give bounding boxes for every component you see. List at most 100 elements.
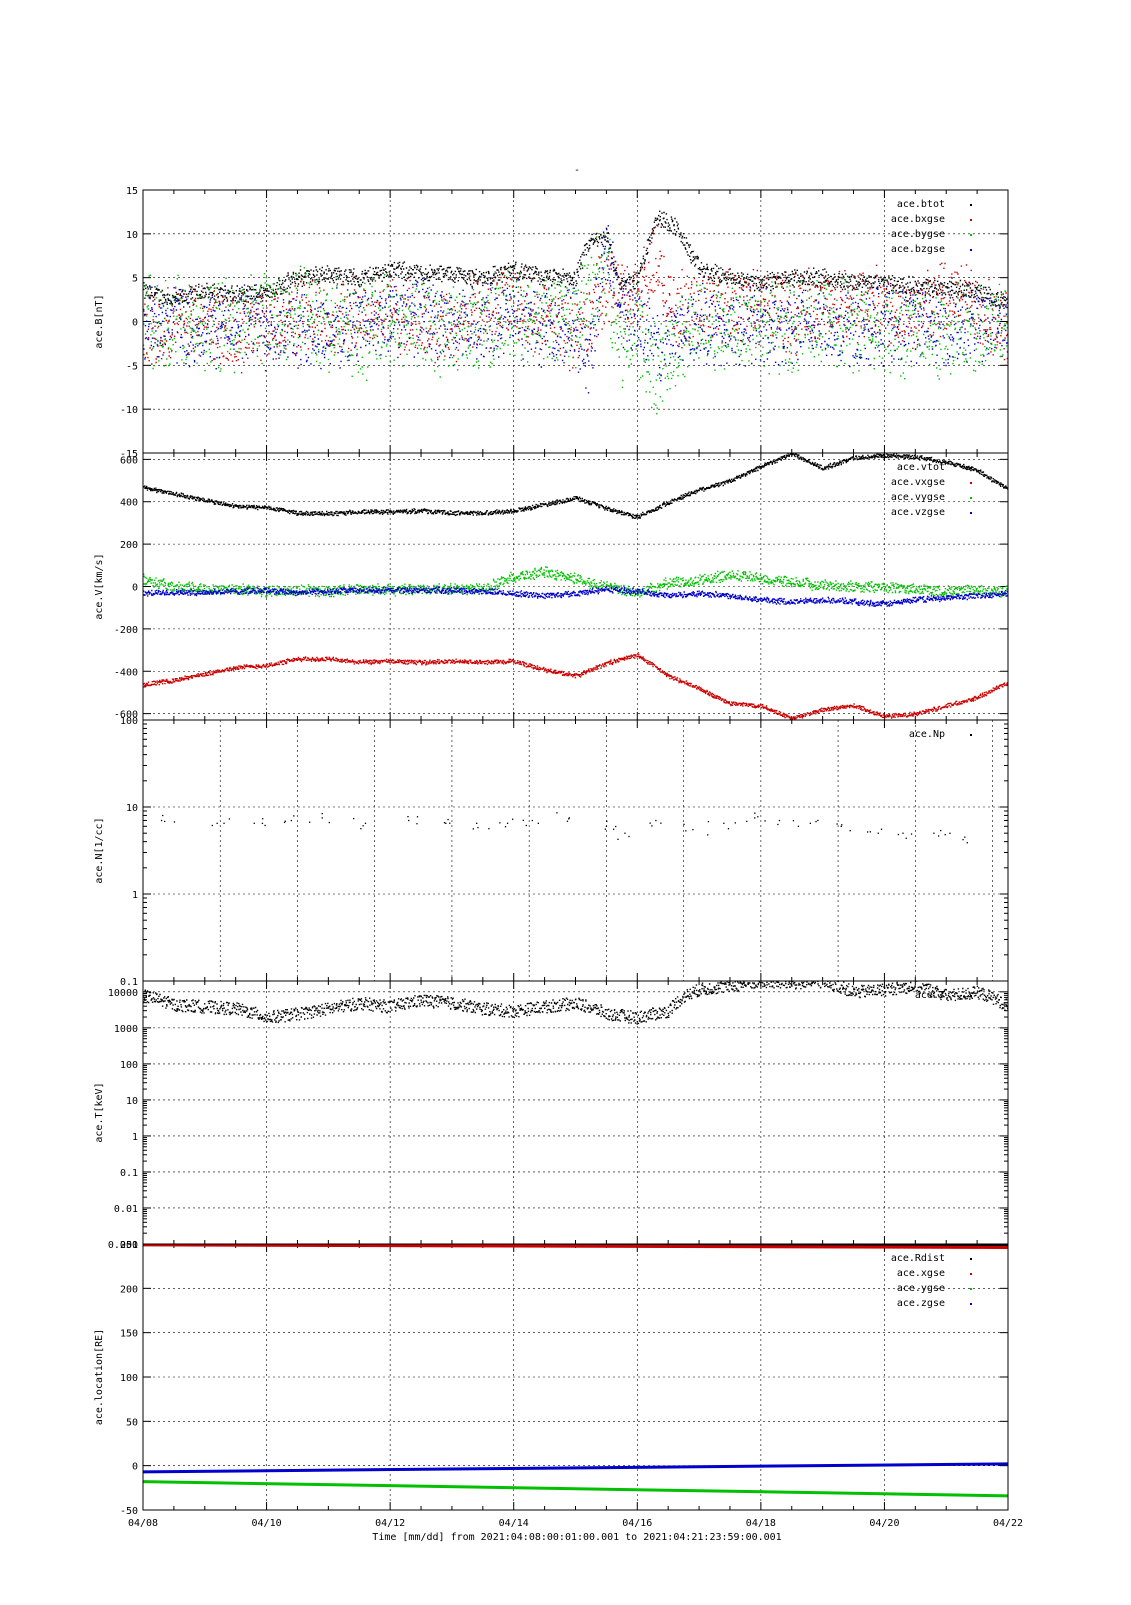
- data-point: [628, 835, 630, 838]
- y-tick-label: 150: [120, 1329, 138, 1340]
- data-point: [964, 836, 966, 838]
- data-point: [293, 815, 295, 817]
- y-tick-label: -10: [120, 405, 138, 416]
- page-title: -: [574, 165, 580, 176]
- x-tick-label: 04/22: [993, 1518, 1023, 1529]
- data-point: [754, 817, 756, 819]
- series-ace-vxgse: [143, 652, 1008, 720]
- data-point: [615, 825, 617, 828]
- data-point: [613, 828, 615, 830]
- x-tick-label: 04/14: [499, 1518, 529, 1529]
- data-point: [746, 820, 748, 823]
- y-tick-label: 0: [132, 1462, 138, 1473]
- y-axis-label: ace.V[km/s]: [94, 553, 105, 619]
- data-point: [797, 825, 800, 827]
- legend-marker: [970, 1258, 972, 1260]
- data-point: [933, 832, 935, 834]
- data-point: [754, 812, 756, 814]
- panel-frame: [142, 719, 1009, 982]
- data-point: [537, 822, 539, 824]
- data-point: [164, 820, 166, 823]
- data-point: [764, 820, 766, 822]
- series-points: [143, 225, 1008, 374]
- legend-label: ace.T: [915, 990, 945, 1001]
- y-tick-label: 200: [120, 1284, 138, 1295]
- data-point: [228, 818, 231, 820]
- legend: ace.Np: [909, 729, 972, 740]
- data-point: [360, 827, 362, 830]
- data-point: [407, 815, 409, 818]
- data-layer: [143, 981, 1008, 1025]
- data-point: [840, 825, 842, 828]
- data-point: [476, 822, 478, 824]
- data-point: [568, 818, 570, 820]
- legend-marker: [970, 1273, 972, 1275]
- series-points: [143, 981, 1008, 1025]
- series-ace-T: [143, 981, 1008, 1025]
- data-point: [905, 837, 907, 839]
- x-tick-label: 04/18: [746, 1518, 776, 1529]
- data-point: [777, 823, 779, 826]
- legend-label: ace.zgse: [897, 1298, 945, 1309]
- y-tick-label: 1: [132, 1132, 138, 1143]
- data-point: [940, 829, 942, 832]
- data-point: [449, 822, 451, 824]
- data-point: [162, 814, 164, 817]
- panel-4: 0.001 0.01 0.1 1 10 100 1000 10000 ace.T[keV] ace…: [94, 980, 1009, 1251]
- data-point: [499, 822, 501, 824]
- panel-5: -50 0 50 100 150 200 250 ace.location[RE] ace.Rd…: [94, 1240, 1009, 1517]
- data-point: [849, 830, 851, 832]
- data-point: [216, 822, 218, 824]
- x-tick-label: 04/20: [869, 1518, 899, 1529]
- y-tick-label: 0.1: [120, 977, 138, 988]
- legend-marker: [970, 1288, 972, 1290]
- legend-label: ace.xgse: [897, 1268, 945, 1279]
- data-point: [809, 822, 811, 824]
- data-point: [727, 828, 730, 830]
- legend-marker: [970, 512, 972, 514]
- data-point: [649, 822, 651, 824]
- data-point: [160, 819, 163, 822]
- data-point: [815, 820, 817, 823]
- legend-label: ace.ygse: [897, 1283, 945, 1294]
- series-points: [143, 566, 1008, 599]
- y-tick-label: 200: [120, 540, 138, 551]
- series-ace-bygse: [143, 234, 1008, 415]
- x-tick-label: 04/10: [252, 1518, 282, 1529]
- x-tick-labels: 04/08 04/10 04/12 04/14 04/16 04/18 04/20 04/22: [128, 1518, 1023, 1529]
- series-ace-xgse: [143, 1244, 1008, 1250]
- series-ace-vygse: [143, 566, 1008, 599]
- legend-label: ace.vzgse: [891, 507, 945, 518]
- data-point: [897, 833, 900, 836]
- data-point: [211, 824, 213, 827]
- data-point: [692, 828, 694, 831]
- data-layer: [143, 210, 1008, 415]
- data-point: [504, 826, 507, 828]
- y-tick-label: -15: [120, 449, 138, 460]
- data-point: [445, 822, 447, 824]
- y-tick-label: 10: [126, 1096, 138, 1107]
- y-tick-label: 5: [132, 274, 138, 285]
- data-point: [910, 833, 913, 835]
- series-points: [143, 652, 1008, 720]
- legend-label: ace.bygse: [891, 229, 945, 240]
- legend: ace.vtot ace.vxgse ace.vygse ace.vzgse: [891, 462, 972, 518]
- y-tick-label: 400: [120, 498, 138, 509]
- data-point: [283, 821, 286, 824]
- series-points: [143, 210, 1008, 311]
- data-point: [683, 823, 685, 826]
- legend-marker: [970, 497, 972, 499]
- data-point: [253, 822, 255, 824]
- series-ace-btot: [143, 210, 1008, 311]
- legend-marker: [970, 204, 972, 206]
- data-point: [321, 812, 323, 815]
- y-axis-label: ace.B[nT]: [94, 294, 105, 348]
- legend-marker: [970, 219, 972, 221]
- data-point: [757, 816, 759, 818]
- series-line: [143, 1462, 1008, 1474]
- panel-3: 0.1 1 10 100 ace.N[1/cc] ace.Np: [94, 716, 1009, 988]
- legend-marker: [970, 482, 972, 484]
- y-tick-label: 600: [120, 455, 138, 466]
- series-line: [143, 1480, 1008, 1498]
- data-point: [836, 823, 838, 825]
